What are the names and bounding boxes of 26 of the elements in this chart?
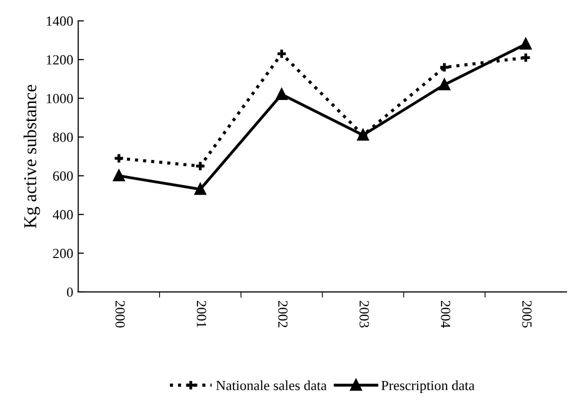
point xyxy=(113,170,124,182)
y-tick-label: 1400 xyxy=(46,16,73,26)
y-tick-label: 0 xyxy=(66,288,73,297)
point xyxy=(276,48,288,60)
point xyxy=(194,160,206,172)
y-axis-title: Kg active substance xyxy=(24,84,40,228)
y-tick-label: 600 xyxy=(53,171,73,181)
legend-label: Prescription data xyxy=(381,380,475,394)
x-tick-label: 2004 xyxy=(440,300,450,328)
y-tick-label: 200 xyxy=(53,248,73,258)
y-tick-label: 1200 xyxy=(46,55,73,65)
y-tick-label: 400 xyxy=(52,210,73,220)
point xyxy=(438,79,450,90)
y-tick-label: 800 xyxy=(53,132,73,142)
point xyxy=(520,52,532,64)
x-tick-label: 2003 xyxy=(360,300,369,328)
legend-label: Nationale sales data xyxy=(216,380,327,390)
x-tick-label: 2002 xyxy=(278,300,288,328)
x-tick-label: 2000 xyxy=(115,300,125,328)
x-tick-label: 2005 xyxy=(522,300,532,328)
point xyxy=(276,88,288,100)
x-tick-label: 2001 xyxy=(196,300,206,328)
y-tick-label: 1000 xyxy=(46,94,73,104)
point xyxy=(438,62,450,73)
point xyxy=(113,152,124,164)
point xyxy=(194,184,206,195)
